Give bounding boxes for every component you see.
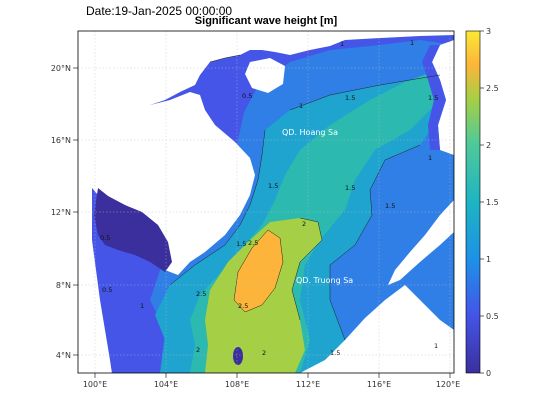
contour-label: 2.5 — [238, 302, 248, 310]
wave-band-2p5m — [234, 230, 283, 312]
y-axis: 20°N 16°N 12°N 8°N 4°N — [51, 64, 78, 360]
date-label: Date:19-Jan-2025 00:00:00 — [86, 4, 233, 18]
y-tick-label: 8°N — [56, 281, 71, 290]
contour-label: 1 — [340, 40, 344, 48]
contour-label: 0.5 — [102, 286, 112, 294]
colorbar-tick-label: 1 — [486, 255, 491, 264]
land-indochina — [78, 92, 255, 373]
colorbar-tick-label: 1.5 — [486, 198, 499, 207]
contour-label: 2 — [196, 346, 200, 354]
contour-label: 1 — [299, 102, 303, 110]
contour-label: 1.5 — [268, 182, 278, 190]
contour-label: 1.5 — [345, 184, 355, 192]
contour-label: 1.5 — [385, 202, 395, 210]
contour-label: 1 — [434, 342, 438, 350]
x-tick-label: 116°E — [367, 380, 391, 389]
contour-label: 1 — [140, 302, 144, 310]
water-malay-coast — [100, 270, 160, 373]
colorbar: 3 2.5 2 1.5 1 0.5 0 — [465, 27, 499, 378]
land-borneo — [300, 285, 454, 373]
contour-label: 2.5 — [248, 239, 258, 247]
y-tick-label: 20°N — [51, 64, 71, 73]
contour-label: 2.5 — [196, 290, 206, 298]
map-frame — [77, 30, 455, 374]
colorbar-tick-label: 0 — [486, 369, 491, 378]
land-hainan — [245, 58, 285, 93]
x-tick-label: 104°E — [154, 380, 178, 389]
contour-label: 2 — [262, 349, 266, 357]
y-tick-label: 12°N — [51, 208, 71, 217]
contour-label: 1.5 — [330, 349, 340, 357]
x-tick-label: 100°E — [83, 380, 107, 389]
x-axis: 100°E 104°E 108°E 112°E 116°E 120°E — [83, 373, 460, 389]
contour-label: 1.5 — [345, 94, 355, 102]
land-luzon — [432, 40, 454, 155]
water-gulf-thailand — [94, 188, 172, 272]
x-tick-label: 120°E — [436, 380, 460, 389]
colorbar-tick-label: 2 — [486, 141, 491, 150]
label-hoang-sa: QD. Hoang Sa — [282, 128, 338, 137]
map-plot-area: 1 1 1 1.5 1.5 0.5 1.5 1.5 1.5 2 1.5 2.5 … — [78, 31, 454, 373]
y-tick-label: 4°N — [56, 351, 71, 360]
contour-label: 1.5 — [236, 240, 246, 248]
x-tick-label: 108°E — [225, 380, 249, 389]
contour-label: 2 — [302, 220, 306, 228]
land-south-china — [78, 31, 454, 105]
contour-label: 1 — [410, 39, 414, 47]
map-grid — [78, 31, 454, 373]
map-title: Significant wave height [m] — [194, 15, 338, 27]
colorbar-tick-label: 2.5 — [486, 84, 499, 93]
land-palawan — [388, 200, 454, 285]
colorbar-tick-label: 0.5 — [486, 312, 499, 321]
colorbar-tick-label: 3 — [486, 27, 491, 36]
label-truong-sa: QD. Truong Sa — [296, 276, 353, 285]
contour-label: 1 — [428, 154, 432, 162]
wave-band-luzon-coast — [422, 45, 446, 150]
x-tick-label: 112°E — [296, 380, 320, 389]
y-tick-label: 16°N — [51, 136, 71, 145]
contour-label: 1.5 — [428, 94, 438, 102]
colorbar-gradient — [465, 30, 481, 374]
wave-band-pocket — [233, 347, 243, 365]
contour-label: 0.5 — [100, 234, 110, 242]
contour-lines — [169, 54, 441, 341]
contour-label: 0.5 — [242, 92, 252, 100]
